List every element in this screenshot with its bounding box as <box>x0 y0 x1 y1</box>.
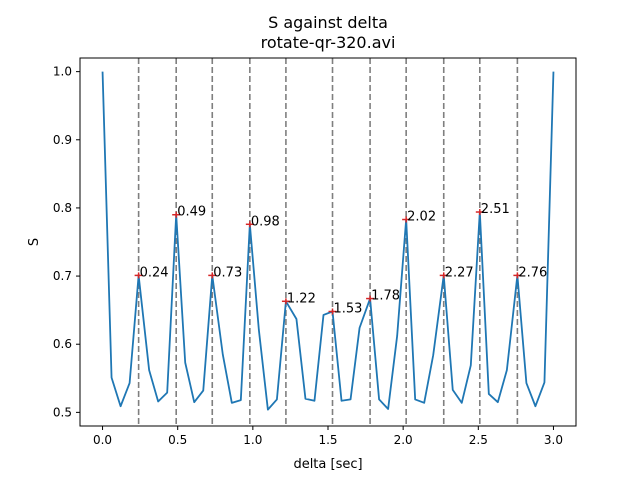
series-line-0 <box>101 71 555 411</box>
x-tick-label-1: 0.5 <box>168 433 187 447</box>
peak-marker-10 <box>513 272 522 279</box>
peak-marker-9 <box>475 209 484 216</box>
y-tick-label-2: 0.7 <box>53 269 72 283</box>
peak-label-3: 0.98 <box>251 214 280 229</box>
x-tick-label-2: 1.0 <box>243 433 262 447</box>
peak-label-8: 2.27 <box>445 265 474 280</box>
peak-label-1: 0.49 <box>177 205 206 220</box>
peak-label-0: 0.24 <box>140 265 169 280</box>
peak-markers <box>134 209 522 315</box>
x-tick-label-5: 2.5 <box>469 433 488 447</box>
y-tick-label-5: 1.0 <box>53 65 72 79</box>
x-tick-label-0: 0.0 <box>93 433 112 447</box>
series-group <box>101 71 555 411</box>
x-tick-label-6: 3.0 <box>544 433 563 447</box>
peak-marker-0 <box>134 272 143 279</box>
x-axis-ticks: 0.0 0.5 1.0 1.5 2.0 2.5 3.0 <box>93 426 563 447</box>
peak-vertical-lines <box>137 58 519 426</box>
x-axis-label: delta [sec] <box>293 457 362 472</box>
peak-label-10: 2.76 <box>518 265 547 280</box>
chart-subtitle: rotate-qr-320.avi <box>261 33 396 52</box>
peak-marker-3 <box>245 221 254 228</box>
chart-title: S against delta <box>268 13 388 32</box>
peak-label-4: 1.22 <box>287 291 316 306</box>
peak-marker-5 <box>328 308 337 315</box>
peak-marker-8 <box>439 272 448 279</box>
peak-label-7: 2.02 <box>407 210 436 225</box>
peak-marker-1 <box>172 211 181 218</box>
peak-label-6: 1.78 <box>371 289 400 304</box>
x-tick-label-3: 1.5 <box>318 433 337 447</box>
y-tick-label-3: 0.8 <box>53 201 72 215</box>
peak-label-5: 1.53 <box>334 302 363 317</box>
y-tick-label-0: 0.5 <box>53 405 72 419</box>
y-tick-label-4: 0.9 <box>53 133 72 147</box>
peak-marker-6 <box>366 295 375 302</box>
peak-marker-2 <box>208 272 217 279</box>
y-axis-label: S <box>27 238 42 246</box>
peak-label-2: 0.73 <box>213 265 242 280</box>
y-tick-label-1: 0.6 <box>53 337 72 351</box>
peak-label-9: 2.51 <box>481 202 510 217</box>
x-tick-label-4: 2.0 <box>394 433 413 447</box>
peak-marker-7 <box>402 216 411 223</box>
y-axis-ticks: 0.5 0.6 0.7 0.8 0.9 1.0 <box>53 65 80 419</box>
peak-marker-4 <box>281 298 290 305</box>
peak-labels: 0.24 0.49 0.73 0.98 1.22 1.53 1.78 2.02 2.27 2.51… <box>140 202 548 316</box>
